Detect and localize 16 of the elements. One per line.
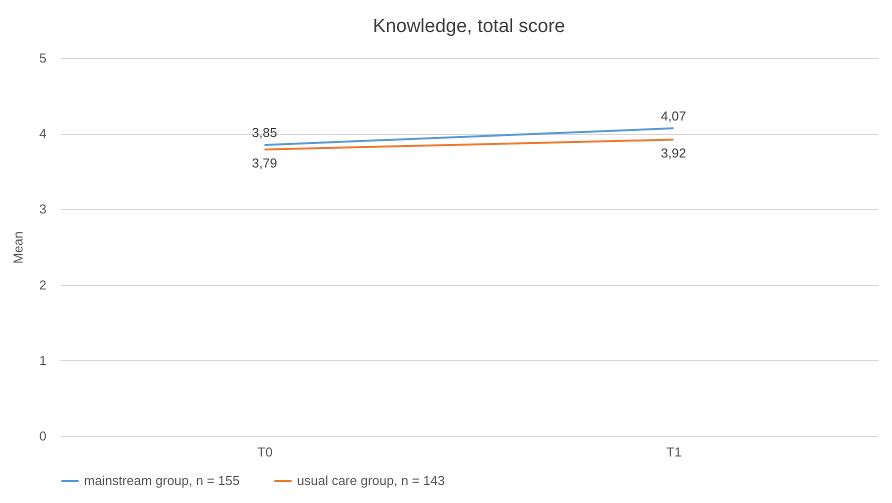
data-label: 3,85 <box>252 124 278 140</box>
x-tick-label: T1 <box>666 444 682 460</box>
chart-title: Knowledge, total score <box>372 16 566 37</box>
legend-label: mainstream group, n = 155 <box>84 473 240 488</box>
y-tick-label: 4 <box>39 126 46 142</box>
y-tick-label: 2 <box>39 277 46 292</box>
x-tick-label: T0 <box>257 444 273 460</box>
data-label: 3,92 <box>660 146 686 161</box>
data-label: 4,07 <box>660 108 686 124</box>
y-tick-label: 0 <box>39 428 46 444</box>
y-tick-label: 1 <box>39 352 46 368</box>
legend-label: usual care group, n = 143 <box>297 473 445 488</box>
y-tick-label: 5 <box>39 50 46 66</box>
y-axis-title: Mean <box>10 231 26 264</box>
y-tick-label: 3 <box>39 202 46 217</box>
data-label: 3,79 <box>252 155 278 170</box>
